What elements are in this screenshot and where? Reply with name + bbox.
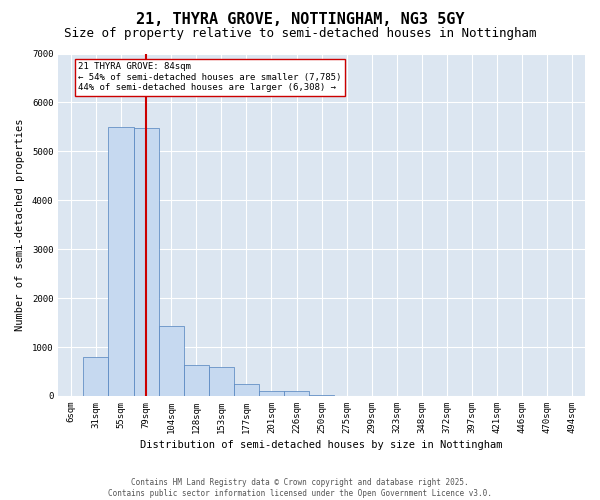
Bar <box>134 128 158 396</box>
Bar <box>284 391 309 396</box>
Bar <box>83 357 109 396</box>
Bar <box>158 326 184 396</box>
Text: Contains HM Land Registry data © Crown copyright and database right 2025.
Contai: Contains HM Land Registry data © Crown c… <box>108 478 492 498</box>
Text: 21, THYRA GROVE, NOTTINGHAM, NG3 5GY: 21, THYRA GROVE, NOTTINGHAM, NG3 5GY <box>136 12 464 28</box>
Bar <box>259 391 284 396</box>
Y-axis label: Number of semi-detached properties: Number of semi-detached properties <box>15 118 25 331</box>
Bar <box>109 127 134 396</box>
Bar <box>184 366 209 396</box>
X-axis label: Distribution of semi-detached houses by size in Nottingham: Distribution of semi-detached houses by … <box>140 440 503 450</box>
Text: Size of property relative to semi-detached houses in Nottingham: Size of property relative to semi-detach… <box>64 28 536 40</box>
Bar <box>209 367 234 396</box>
Bar <box>234 384 259 396</box>
Text: 21 THYRA GROVE: 84sqm
← 54% of semi-detached houses are smaller (7,785)
44% of s: 21 THYRA GROVE: 84sqm ← 54% of semi-deta… <box>79 62 342 92</box>
